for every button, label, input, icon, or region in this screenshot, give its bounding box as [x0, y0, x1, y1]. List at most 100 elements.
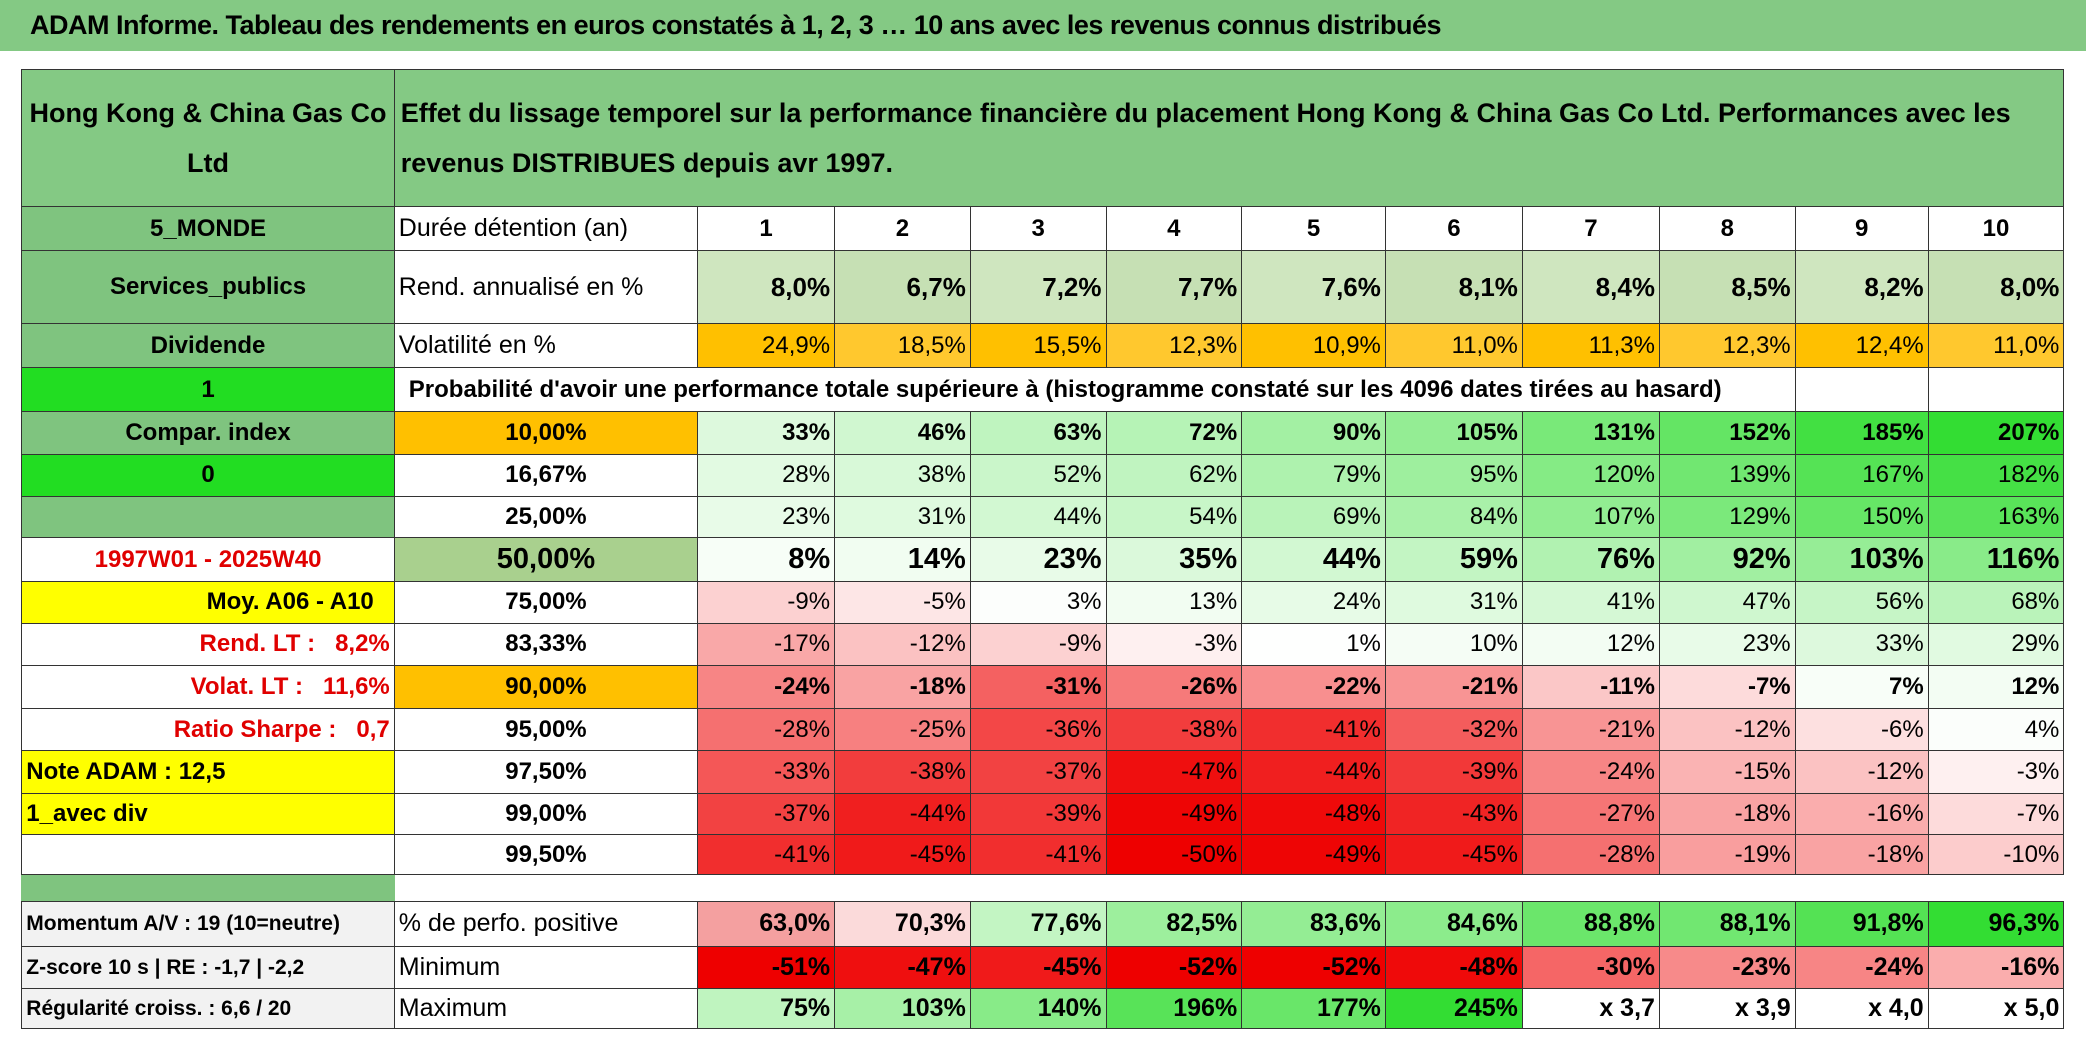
value-cell: 28%	[697, 453, 836, 498]
row-label: Maximum	[393, 988, 699, 1030]
row-header: 0	[21, 453, 395, 498]
value-cell: x 3,9	[1658, 988, 1796, 1030]
value-cell: 5	[1241, 206, 1386, 252]
value-cell: 56%	[1794, 581, 1929, 624]
value-cell: -30%	[1521, 945, 1660, 990]
value-cell: -45%	[834, 834, 971, 876]
value-cell: -24%	[1521, 750, 1660, 794]
row-header: Régularité croiss. : 6,6 / 20	[21, 988, 395, 1030]
value-cell: 8,0%	[1927, 250, 2065, 325]
value-cell: -24%	[697, 665, 836, 709]
value-cell: 13%	[1105, 581, 1243, 624]
value-cell: 107%	[1521, 496, 1660, 539]
value-cell: 152%	[1658, 411, 1796, 455]
value-cell: -37%	[969, 750, 1107, 794]
value-cell: 103%	[1794, 537, 1929, 583]
row-header	[21, 834, 395, 876]
row-label: 50,00%	[393, 537, 699, 583]
value-cell: x 4,0	[1794, 988, 1929, 1030]
description-cell: Effet du lissage temporel sur la perform…	[393, 69, 2065, 208]
value-cell: 70,3%	[834, 900, 971, 947]
value-cell: 88,1%	[1658, 900, 1796, 947]
value-cell: 3%	[969, 581, 1107, 624]
value-cell: 69%	[1241, 496, 1386, 539]
row-label: Volatilité en %	[393, 323, 699, 369]
value-cell: 96,3%	[1927, 900, 2065, 947]
row-label: Rend. annualisé en %	[393, 250, 699, 325]
value-cell: 182%	[1927, 453, 2065, 498]
value-cell: 62%	[1105, 453, 1243, 498]
row-header: Rend. LT : 8,2%	[21, 622, 395, 667]
value-cell: 140%	[969, 988, 1107, 1030]
value-cell: 47%	[1658, 581, 1796, 624]
value-cell: -37%	[697, 792, 836, 836]
value-cell: 8	[1658, 206, 1796, 252]
value-cell: -22%	[1241, 665, 1386, 709]
value-cell: 6	[1384, 206, 1523, 252]
value-cell: -45%	[969, 945, 1107, 990]
value-cell: -48%	[1384, 945, 1523, 990]
value-cell: -43%	[1384, 792, 1523, 836]
value-cell: 83,6%	[1241, 900, 1386, 947]
value-cell: -39%	[1384, 750, 1523, 794]
value-cell: 2	[834, 206, 971, 252]
value-cell: -18%	[834, 665, 971, 709]
row-label: 97,50%	[393, 750, 699, 794]
value-cell: 8,0%	[697, 250, 836, 325]
value-cell: 12%	[1521, 622, 1660, 667]
value-cell: -49%	[1241, 834, 1386, 876]
value-cell: -7%	[1658, 665, 1796, 709]
value-cell: -41%	[969, 834, 1107, 876]
row-label: 83,33%	[393, 622, 699, 667]
spacer-left	[21, 874, 395, 902]
value-cell: 84%	[1384, 496, 1523, 539]
value-cell: -33%	[697, 750, 836, 794]
value-cell: -48%	[1241, 792, 1386, 836]
value-cell: -3%	[1105, 622, 1243, 667]
value-cell: 29%	[1927, 622, 2065, 667]
value-cell: -24%	[1794, 945, 1929, 990]
value-cell: 79%	[1241, 453, 1386, 498]
value-cell: 77,6%	[969, 900, 1107, 947]
value-cell: 24,9%	[697, 323, 836, 369]
value-cell: -18%	[1794, 834, 1929, 876]
value-cell: -16%	[1794, 792, 1929, 836]
value-cell: 167%	[1794, 453, 1929, 498]
value-cell: 72%	[1105, 411, 1243, 455]
row-label: 10,00%	[393, 411, 699, 455]
value-cell: -31%	[969, 665, 1107, 709]
row-label: 75,00%	[393, 581, 699, 624]
value-cell: 23%	[969, 537, 1107, 583]
value-cell: -47%	[834, 945, 971, 990]
value-cell: -7%	[1927, 792, 2065, 836]
value-cell: -10%	[1927, 834, 2065, 876]
value-cell: -41%	[697, 834, 836, 876]
value-cell: 15,5%	[969, 323, 1107, 369]
value-cell: -52%	[1105, 945, 1243, 990]
value-cell: 4%	[1927, 707, 2065, 752]
value-cell: 8,4%	[1521, 250, 1660, 325]
value-cell: -23%	[1658, 945, 1796, 990]
value-cell: 23%	[1658, 622, 1796, 667]
value-cell: 7,7%	[1105, 250, 1243, 325]
value-cell: 8,5%	[1658, 250, 1796, 325]
value-cell: 91,8%	[1794, 900, 1929, 947]
value-cell: 8,2%	[1794, 250, 1929, 325]
value-cell: 1%	[1241, 622, 1386, 667]
value-cell: 46%	[834, 411, 971, 455]
row-header	[21, 496, 395, 539]
value-cell: 105%	[1384, 411, 1523, 455]
row-header: 1997W01 - 2025W40	[21, 537, 395, 583]
row-header: Volat. LT : 11,6%	[21, 665, 395, 709]
value-cell: -21%	[1521, 707, 1660, 752]
value-cell: -50%	[1105, 834, 1243, 876]
value-cell: 33%	[1794, 622, 1929, 667]
value-cell: 38%	[834, 453, 971, 498]
value-cell: 12,3%	[1105, 323, 1243, 369]
row-header: Note ADAM : 12,5	[21, 750, 395, 794]
value-cell: -45%	[1384, 834, 1523, 876]
value-cell: -32%	[1384, 707, 1523, 752]
value-cell: x 3,7	[1521, 988, 1660, 1030]
value-cell: -36%	[969, 707, 1107, 752]
